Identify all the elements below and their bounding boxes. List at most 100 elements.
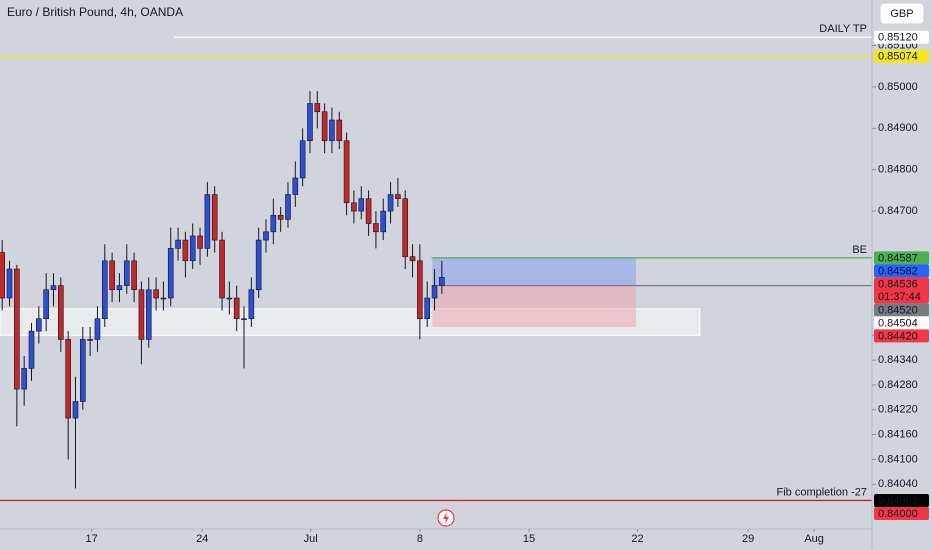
x-tick-label: Aug xyxy=(804,533,824,545)
currency-button[interactable] xyxy=(879,2,925,25)
candle-body xyxy=(255,239,262,291)
plot-area: DAILY TP BE Fib completion -27 xyxy=(0,23,872,502)
candle-body xyxy=(351,202,357,212)
zone xyxy=(432,285,637,328)
price-badge-label: 0.84582 xyxy=(878,265,918,277)
candle-body xyxy=(167,248,174,299)
candle-body xyxy=(248,289,255,320)
price-badge xyxy=(874,251,929,265)
price-badge-label: 0.84587 xyxy=(878,252,918,264)
price-badge xyxy=(874,30,929,44)
candle-body xyxy=(36,318,42,332)
y-tick-label: 0.84340 xyxy=(878,354,918,366)
candle-body xyxy=(14,268,20,390)
candle-body xyxy=(307,103,313,142)
candle-body xyxy=(329,119,335,142)
candle-body xyxy=(439,277,445,286)
zone xyxy=(432,257,637,286)
candle-body xyxy=(285,194,291,220)
x-tick-label: 8 xyxy=(417,533,423,545)
y-tick-label: 0.84900 xyxy=(878,122,918,134)
price-badge xyxy=(874,49,929,63)
candle-body xyxy=(43,289,49,320)
candle-body xyxy=(402,198,409,257)
candle-body xyxy=(160,297,167,300)
price-badge xyxy=(874,303,929,317)
candle-body xyxy=(131,260,137,291)
candle-body xyxy=(321,111,328,142)
candle-body xyxy=(424,297,431,320)
candle-body xyxy=(417,260,423,320)
candle-body xyxy=(116,285,123,291)
y-tick-label: 0.85000 xyxy=(878,81,918,93)
y-tick-label: 0.84280 xyxy=(878,379,918,391)
level-text: BE xyxy=(852,244,867,256)
candle-body xyxy=(50,285,57,291)
icon[interactable] xyxy=(443,512,449,524)
candle-body xyxy=(87,339,93,341)
candle-body xyxy=(219,239,225,299)
x-tick-label: 17 xyxy=(85,533,97,545)
candle-body xyxy=(373,223,379,233)
candle-body xyxy=(387,194,394,212)
candle-body xyxy=(0,252,5,299)
candle-body xyxy=(365,198,372,224)
y-tick-label: 0.84220 xyxy=(878,404,918,416)
candle-body xyxy=(101,260,108,320)
y-tick-label: 0.84800 xyxy=(878,164,918,176)
candle-body xyxy=(58,285,64,340)
price-badge-label: 0.84420 xyxy=(878,330,918,342)
price-badge xyxy=(874,493,929,507)
candle-body xyxy=(80,339,86,402)
candle-body xyxy=(226,297,233,300)
candle-body xyxy=(299,140,306,179)
y-tick-label: 0.84100 xyxy=(878,453,918,465)
currency-button-label[interactable]: GBP xyxy=(890,8,913,20)
price-badge xyxy=(874,264,929,278)
level-text: Fib completion -27 xyxy=(777,486,868,498)
candle-body xyxy=(109,260,115,291)
candle-body xyxy=(431,285,438,299)
candle-body xyxy=(65,339,71,419)
candle-body xyxy=(241,318,247,321)
candle-body xyxy=(211,194,218,241)
candle-body xyxy=(28,330,35,369)
candle-body xyxy=(153,289,159,299)
candle-body xyxy=(409,256,416,262)
candle-body xyxy=(145,289,152,340)
candle-body xyxy=(395,194,401,199)
candle-body xyxy=(175,239,181,249)
candle-body xyxy=(343,140,350,204)
candle-body xyxy=(189,235,196,262)
price-badge-label: 0.84000 xyxy=(878,508,918,520)
x-tick-label: Jul xyxy=(304,533,318,545)
candle-body xyxy=(182,239,189,262)
candle-body xyxy=(21,368,27,390)
price-badge xyxy=(874,316,929,330)
x-tick-label: 22 xyxy=(631,533,643,545)
price-badge xyxy=(874,506,929,520)
candle-body xyxy=(123,260,130,286)
price-badge-label: 0.84520 xyxy=(878,304,918,316)
price-badge-label: 0.85074 xyxy=(878,51,918,63)
candle-body xyxy=(277,214,284,220)
candle-body xyxy=(6,268,13,299)
candle-body xyxy=(197,235,203,249)
candle-body xyxy=(94,318,101,340)
y-tick-label: 0.84700 xyxy=(878,205,918,217)
candle-body xyxy=(263,231,269,241)
candle-body xyxy=(314,103,321,113)
level-text: DAILY TP xyxy=(819,23,867,35)
y-tick-label: 0.84160 xyxy=(878,429,918,441)
candle-body xyxy=(292,177,299,195)
candle-body xyxy=(204,194,211,249)
replay-icon[interactable] xyxy=(437,509,455,527)
candle-body xyxy=(336,119,343,142)
x-tick-label: 29 xyxy=(742,533,754,545)
x-tick-label: 15 xyxy=(523,533,535,545)
candle-body xyxy=(233,297,240,320)
candle-body xyxy=(72,401,79,419)
candle-body xyxy=(380,210,387,233)
countdown: 01:37:44 xyxy=(878,291,921,303)
price-badge-label: 0.84536 xyxy=(878,278,918,290)
